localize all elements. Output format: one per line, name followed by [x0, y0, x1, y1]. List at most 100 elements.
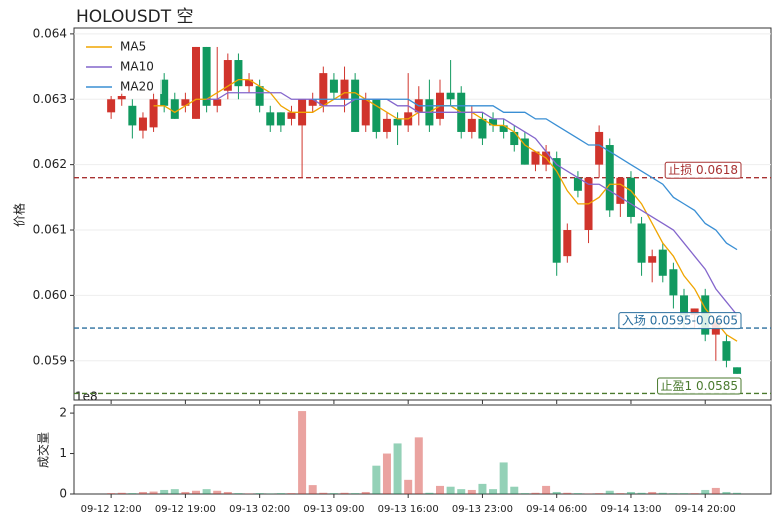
candle-body	[489, 118, 498, 126]
candle-body	[128, 105, 137, 126]
candle-body	[138, 117, 147, 131]
volume-bar	[648, 491, 657, 494]
volume-bar	[722, 491, 731, 494]
volume-bar	[669, 493, 678, 494]
y-tick-label: 0.063	[33, 92, 67, 106]
candle-body	[563, 230, 572, 257]
candle-body	[669, 269, 678, 296]
candle-body	[467, 118, 476, 132]
volume-bar	[595, 493, 604, 494]
volume-bar	[372, 465, 381, 494]
legend-box	[80, 36, 162, 94]
candle-body	[266, 112, 275, 126]
ma-line	[312, 98, 738, 251]
level-label: 止盈1 0.0585	[661, 379, 738, 393]
candle-body	[446, 92, 455, 100]
volume-bar	[436, 485, 445, 494]
volume-bar	[298, 411, 307, 494]
candle-body	[658, 249, 667, 276]
volume-bar	[446, 486, 455, 494]
candle-body	[722, 341, 731, 361]
ma-line	[206, 92, 738, 316]
volume-bar	[658, 492, 667, 494]
candle-body	[340, 79, 349, 100]
volume-bar	[711, 487, 720, 494]
y-tick-label: 0.062	[33, 157, 67, 171]
candle-body	[170, 99, 179, 119]
candle-body	[319, 73, 328, 106]
candle-body	[510, 131, 519, 146]
candle-body	[107, 99, 116, 113]
candle-body	[287, 112, 296, 119]
y-tick-label: 0.060	[33, 288, 67, 302]
candle-body	[552, 158, 561, 263]
legend-label: MA10	[120, 60, 154, 74]
volume-bar	[414, 437, 423, 494]
candle-body	[531, 151, 540, 165]
volume-bar	[160, 489, 169, 494]
volume-bar	[531, 492, 540, 494]
volume-bar	[255, 493, 264, 494]
volume-bar	[170, 489, 179, 494]
volume-bar	[213, 490, 222, 494]
candle-body	[499, 125, 508, 132]
volume-bar	[202, 489, 211, 494]
volume-bar	[701, 489, 710, 494]
volume-bar	[276, 493, 285, 494]
plot-frame	[73, 27, 772, 401]
y-axis-label: 成交量	[36, 432, 51, 468]
volume-bar	[637, 492, 646, 494]
volume-bar	[573, 493, 582, 494]
volume-bar	[520, 493, 529, 494]
ma-line	[153, 78, 738, 342]
candle-body	[308, 99, 317, 106]
y-tick-label: 0.064	[33, 26, 67, 40]
candle-body	[393, 118, 402, 126]
volume-bar	[308, 485, 317, 494]
x-tick-label: 09-13 02:00	[229, 504, 290, 515]
candle-body	[648, 256, 657, 263]
candle-body	[573, 177, 582, 191]
volume-bar	[329, 493, 338, 494]
chart-title: HOLOUSDT 空	[76, 7, 194, 27]
volume-bar	[340, 492, 349, 494]
scale-label: 1e8	[75, 390, 98, 404]
volume-bar	[361, 491, 370, 494]
y-axis-label: 价格	[12, 203, 27, 227]
y-tick-label: 0.059	[33, 353, 67, 367]
candle-body	[382, 118, 391, 132]
legend-label: MA5	[120, 40, 146, 54]
candle-body	[351, 79, 360, 132]
level-label: 入场 0.0595-0.0605	[622, 314, 738, 328]
volume-bar	[192, 490, 201, 494]
volume-bar	[393, 443, 402, 494]
candle-body	[223, 60, 232, 91]
candle-body	[276, 112, 285, 126]
volume-bar	[626, 491, 635, 494]
volume-bar	[680, 493, 689, 494]
candle-body	[520, 138, 529, 165]
volume-bar	[605, 490, 614, 494]
x-tick-label: 09-14 06:00	[526, 504, 587, 515]
x-tick-label: 09-13 16:00	[378, 504, 439, 515]
x-tick-label: 09-13 09:00	[303, 504, 364, 515]
volume-bar	[425, 492, 434, 494]
volume-bar	[478, 483, 487, 494]
level-label-box	[664, 161, 742, 179]
volume-bar	[499, 462, 508, 494]
x-tick-label: 09-12 19:00	[155, 504, 216, 515]
volume-bar	[351, 493, 360, 494]
volume-bar	[510, 486, 519, 494]
volume-bar	[404, 479, 413, 494]
candle-body	[329, 79, 338, 93]
candle-body	[372, 99, 381, 132]
level-label-box	[657, 377, 742, 395]
candle-body	[605, 145, 614, 211]
candle-body	[637, 223, 646, 263]
volume-bar	[138, 491, 147, 494]
candle-body	[160, 79, 169, 106]
volume-bar	[616, 493, 625, 494]
candle-body	[626, 177, 635, 217]
volume-bar	[552, 491, 561, 494]
